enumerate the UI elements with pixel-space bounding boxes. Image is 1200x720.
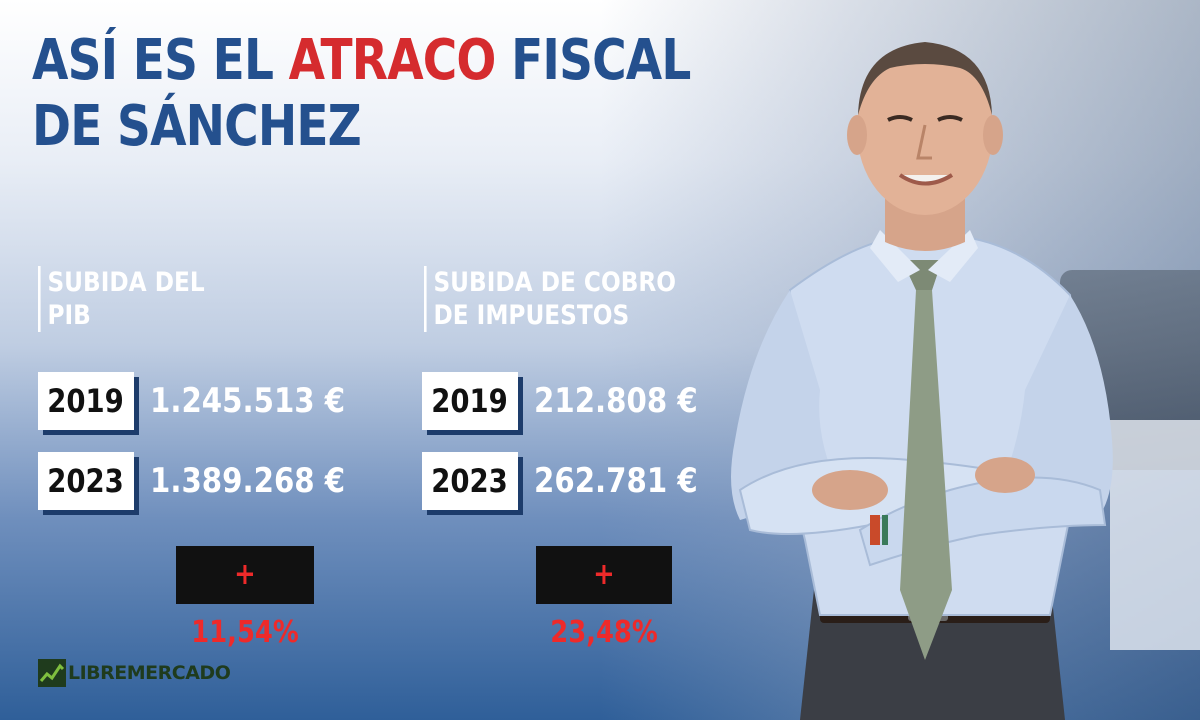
taxes-value-2019: 212.808 € xyxy=(534,381,698,421)
headline: ASÍ ES EL ATRACO FISCAL DE SÁNCHEZ xyxy=(32,28,691,160)
gdp-year-2023-box: 2023 xyxy=(38,452,134,510)
gdp-change-badge: + 11,54% xyxy=(176,546,314,650)
taxes-section-label: SUBIDA DE COBRO DE IMPUESTOS xyxy=(424,266,726,332)
headline-part2: FISCAL xyxy=(495,28,691,93)
man-portrait-illustration xyxy=(731,42,1113,720)
background-document xyxy=(1110,420,1200,650)
taxes-change-badge: + 23,48% xyxy=(536,546,672,650)
taxes-label-line2: DE IMPUESTOS xyxy=(433,300,630,331)
taxes-year-2023-box: 2023 xyxy=(422,452,518,510)
taxes-year-2023: 2023 xyxy=(431,462,509,500)
gdp-change: + 11,54% xyxy=(191,557,299,650)
gdp-value-2019: 1.245.513 € xyxy=(150,381,346,421)
chart-trend-icon xyxy=(38,659,66,687)
gdp-section-label: SUBIDA DEL PIB xyxy=(38,266,340,332)
taxes-year-2019-box: 2019 xyxy=(422,372,518,430)
brand-name: LIBREMERCADO xyxy=(68,662,231,684)
gdp-label-line1: SUBIDA DEL xyxy=(47,267,205,298)
headline-part1: ASÍ ES EL xyxy=(32,28,289,93)
taxes-change: + 23,48% xyxy=(550,557,658,650)
headline-line2: DE SÁNCHEZ xyxy=(32,94,362,159)
brand-logo: LIBREMERCADO xyxy=(38,658,231,688)
gdp-label-line2: PIB xyxy=(47,300,91,331)
gdp-value-2023: 1.389.268 € xyxy=(150,461,346,501)
gdp-year-2019-box: 2019 xyxy=(38,372,134,430)
gdp-year-2019: 2019 xyxy=(47,382,125,420)
taxes-label-line1: SUBIDA DE COBRO xyxy=(433,267,677,298)
taxes-year-2019: 2019 xyxy=(431,382,509,420)
taxes-value-2023: 262.781 € xyxy=(534,461,698,501)
gdp-year-2023: 2023 xyxy=(47,462,125,500)
headline-highlight: ATRACO xyxy=(288,28,497,93)
